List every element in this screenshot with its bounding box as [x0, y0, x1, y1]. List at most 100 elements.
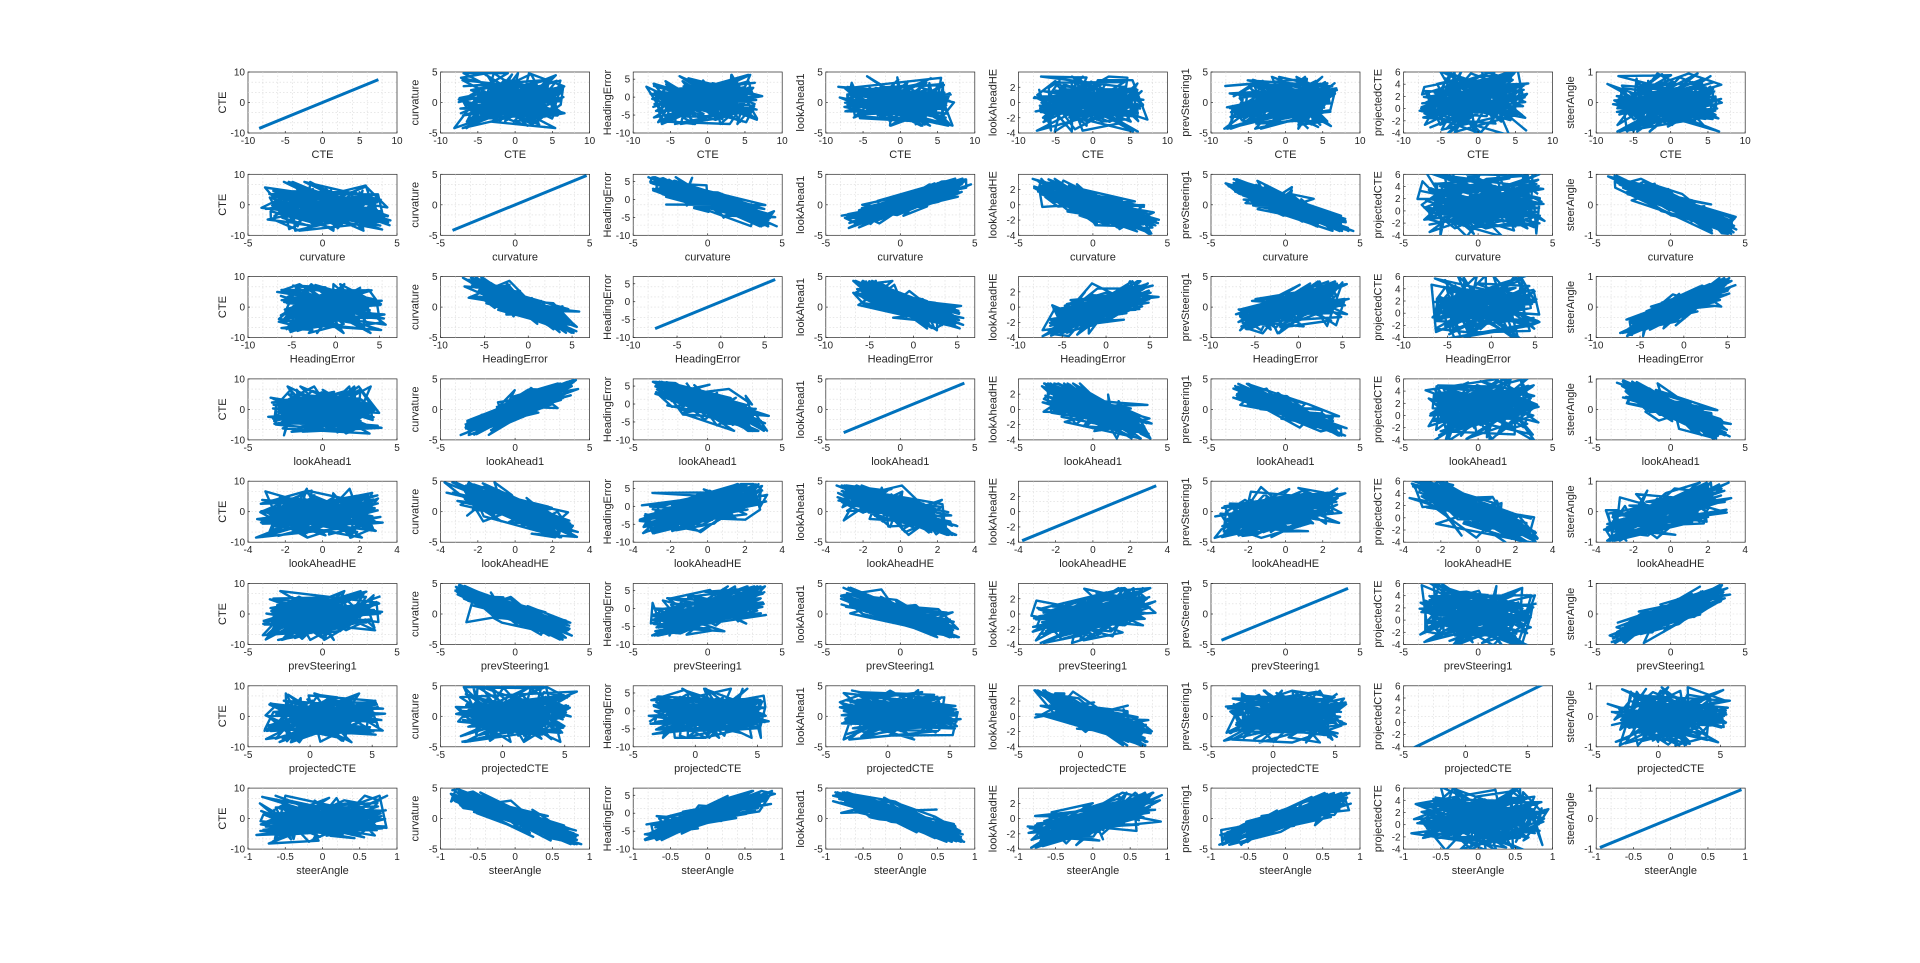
y-tick-label: 6: [1395, 477, 1401, 488]
scatter-trace: [260, 180, 392, 232]
y-tick-label: 0: [817, 712, 823, 723]
y-tick-label: 10: [234, 477, 246, 488]
panel-r7-c2: -5 0 5 -5 0 5 projectedCTE curvature: [410, 681, 590, 775]
x-tick-label: 0: [911, 341, 917, 352]
x-tick-label: -5: [1399, 238, 1408, 249]
x-tick-label: 5: [1550, 238, 1556, 249]
y-axis-label: steerAngle: [1565, 76, 1577, 129]
data-marks: [454, 685, 579, 744]
x-tick-label: 0: [898, 136, 904, 147]
data-marks: [1234, 280, 1350, 335]
x-tick-label: 0: [1668, 648, 1674, 659]
y-tick-label: 5: [432, 374, 438, 385]
panel-r2-c2: -5 0 5 -5 0 5 curvature curvature: [410, 170, 593, 263]
y-tick-label: -2: [1392, 730, 1401, 741]
y-tick-label: 1: [1588, 579, 1594, 590]
y-tick-label: -5: [621, 417, 630, 428]
y-tick-label: 0: [625, 604, 631, 615]
x-tick-label: -1: [244, 852, 253, 863]
y-tick-label: -2: [1392, 116, 1401, 127]
x-tick-label: 0: [1475, 648, 1481, 659]
y-axis-label: prevSteering1: [1180, 273, 1192, 342]
y-tick-label: 0: [432, 405, 438, 416]
y-tick-label: 5: [625, 382, 631, 393]
x-tick-label: -4: [629, 545, 638, 556]
scatter-trace: [852, 279, 965, 332]
y-tick-label: 0: [1395, 206, 1401, 217]
y-axis-label: CTE: [217, 296, 229, 318]
y-tick-label: 0: [432, 98, 438, 109]
x-tick-label: 0: [1283, 648, 1289, 659]
x-tick-label: 5: [1332, 750, 1338, 761]
x-axis-label: HeadingError: [1638, 354, 1704, 366]
y-tick-label: 0: [432, 712, 438, 723]
x-tick-label: 1: [1357, 852, 1363, 863]
x-tick-label: 0: [525, 341, 531, 352]
x-tick-label: 4: [587, 545, 593, 556]
y-axis-label: steerAngle: [1565, 690, 1577, 743]
x-tick-label: 0: [512, 852, 518, 863]
x-tick-label: 10: [969, 136, 981, 147]
x-tick-label: 0: [705, 545, 711, 556]
y-tick-label: 0: [817, 405, 823, 416]
x-axis-label: lookAheadHE: [289, 558, 356, 570]
panel-r4-c6: -5 0 5 -5 0 5 lookAhead1 prevSteering1: [1180, 374, 1363, 468]
x-tick-label: 1: [1742, 852, 1748, 863]
x-tick-label: -10: [1204, 136, 1219, 147]
x-tick-label: -5: [244, 238, 253, 249]
y-axis-label: lookAhead1: [795, 73, 807, 131]
x-tick-label: 0: [320, 136, 326, 147]
x-axis-label: lookAhead1: [1064, 456, 1122, 468]
x-tick-label: -0.5: [1625, 852, 1643, 863]
y-tick-label: -5: [814, 742, 823, 753]
x-tick-label: 5: [569, 341, 575, 352]
x-tick-label: 0: [320, 852, 326, 863]
x-tick-label: -5: [865, 341, 874, 352]
y-tick-label: 5: [432, 68, 438, 79]
identity-line: [1412, 685, 1544, 747]
x-tick-label: 5: [742, 136, 748, 147]
y-tick-label: -5: [1199, 538, 1208, 549]
data-marks: [840, 177, 973, 230]
x-tick-label: 0: [1090, 852, 1096, 863]
y-tick-label: 5: [817, 579, 823, 590]
x-tick-label: -5: [244, 443, 253, 454]
x-tick-label: 5: [1550, 648, 1556, 659]
scatter-trace: [1606, 174, 1738, 235]
x-tick-label: -5: [281, 136, 290, 147]
y-tick-label: 0: [1010, 814, 1016, 825]
x-tick-label: -5: [436, 443, 445, 454]
x-tick-label: 0: [333, 341, 339, 352]
x-tick-label: 1: [779, 852, 785, 863]
y-tick-label: -10: [616, 845, 631, 856]
x-tick-label: -5: [436, 648, 445, 659]
y-axis-label: HeadingError: [602, 274, 614, 340]
y-tick-label: 5: [817, 477, 823, 488]
x-tick-label: 5: [1705, 136, 1711, 147]
scatter-trace: [1033, 689, 1154, 747]
panel-r1-c5: -10 -5 0 5 10 -4 -2 0 2 CTE lookAheadHE: [987, 69, 1173, 161]
y-tick-label: -5: [429, 640, 438, 651]
data-marks: [276, 283, 387, 335]
x-tick-label: -5: [629, 443, 638, 454]
y-axis-label: curvature: [410, 591, 422, 637]
x-tick-label: -5: [1399, 443, 1408, 454]
x-tick-label: 5: [972, 443, 978, 454]
x-tick-label: 0: [1668, 238, 1674, 249]
x-axis-label: lookAheadHE: [1444, 558, 1511, 570]
x-axis-label: curvature: [1070, 251, 1116, 263]
x-tick-label: 10: [1740, 136, 1752, 147]
x-tick-label: 4: [1357, 545, 1363, 556]
x-tick-label: 2: [550, 545, 556, 556]
y-axis-label: steerAngle: [1565, 485, 1577, 538]
scatter-trace: [837, 75, 956, 127]
x-tick-label: 5: [1165, 648, 1171, 659]
y-axis-label: curvature: [410, 693, 422, 739]
x-axis-label: projectedCTE: [867, 763, 934, 775]
x-tick-label: -5: [666, 136, 675, 147]
x-tick-label: -5: [673, 341, 682, 352]
data-marks: [1220, 586, 1349, 642]
panel-r4-c8: -5 0 5 -1 0 1 lookAhead1 steerAngle: [1565, 374, 1748, 468]
